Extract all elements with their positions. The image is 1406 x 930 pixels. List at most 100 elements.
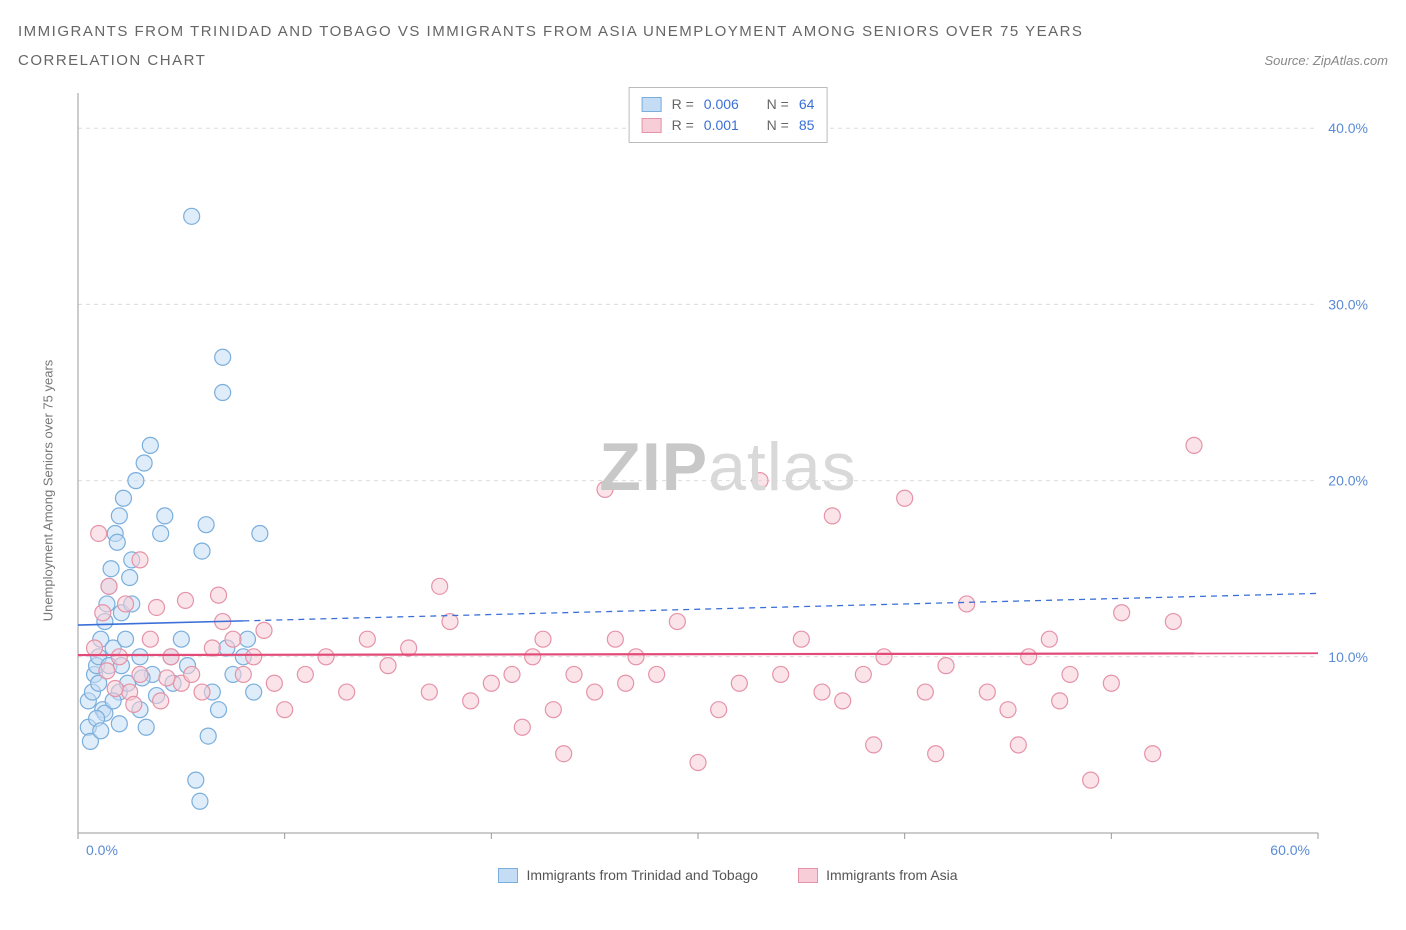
r-value-series-1: 0.001 bbox=[704, 115, 739, 136]
data-point-series-1 bbox=[587, 684, 603, 700]
data-point-series-1 bbox=[380, 658, 396, 674]
data-point-series-1 bbox=[793, 631, 809, 647]
data-point-series-1 bbox=[1010, 737, 1026, 753]
data-point-series-1 bbox=[556, 746, 572, 762]
data-point-series-1 bbox=[235, 666, 251, 682]
data-point-series-0 bbox=[153, 525, 169, 541]
data-point-series-1 bbox=[607, 631, 623, 647]
data-point-series-1 bbox=[277, 702, 293, 718]
data-point-series-1 bbox=[463, 693, 479, 709]
chart-subtitle: CORRELATION CHART bbox=[18, 47, 206, 76]
data-point-series-1 bbox=[618, 675, 634, 691]
data-point-series-1 bbox=[246, 649, 262, 665]
data-point-series-1 bbox=[917, 684, 933, 700]
data-point-series-1 bbox=[194, 684, 210, 700]
r-label: R = bbox=[672, 94, 694, 115]
data-point-series-1 bbox=[814, 684, 830, 700]
data-point-series-1 bbox=[101, 578, 117, 594]
legend-item-series-1: Immigrants from Asia bbox=[798, 867, 957, 883]
y-tick-label: 10.0% bbox=[1328, 649, 1368, 665]
data-point-series-1 bbox=[87, 640, 103, 656]
data-point-series-1 bbox=[525, 649, 541, 665]
data-point-series-0 bbox=[136, 455, 152, 471]
data-point-series-1 bbox=[359, 631, 375, 647]
data-point-series-1 bbox=[938, 658, 954, 674]
y-tick-label: 30.0% bbox=[1328, 296, 1368, 312]
data-point-series-1 bbox=[1165, 614, 1181, 630]
data-point-series-1 bbox=[649, 666, 665, 682]
legend-label-series-0: Immigrants from Trinidad and Tobago bbox=[526, 867, 758, 883]
swatch-series-1 bbox=[642, 118, 662, 133]
data-point-series-1 bbox=[1052, 693, 1068, 709]
data-point-series-1 bbox=[204, 640, 220, 656]
trend-line-ext-series-0 bbox=[243, 593, 1318, 620]
data-point-series-0 bbox=[142, 437, 158, 453]
data-point-series-1 bbox=[628, 649, 644, 665]
data-point-series-0 bbox=[132, 649, 148, 665]
x-tick-label: 0.0% bbox=[86, 842, 118, 858]
legend-label-series-1: Immigrants from Asia bbox=[826, 867, 957, 883]
data-point-series-0 bbox=[115, 490, 131, 506]
chart-container: Unemployment Among Seniors over 75 years… bbox=[68, 83, 1388, 883]
chart-title: IMMIGRANTS FROM TRINIDAD AND TOBAGO VS I… bbox=[18, 18, 1388, 47]
data-point-series-0 bbox=[184, 208, 200, 224]
data-point-series-1 bbox=[1041, 631, 1057, 647]
data-point-series-1 bbox=[690, 755, 706, 771]
data-point-series-0 bbox=[93, 723, 109, 739]
data-point-series-1 bbox=[566, 666, 582, 682]
data-point-series-1 bbox=[163, 649, 179, 665]
data-point-series-1 bbox=[959, 596, 975, 612]
data-point-series-1 bbox=[928, 746, 944, 762]
data-point-series-1 bbox=[211, 587, 227, 603]
data-point-series-1 bbox=[504, 666, 520, 682]
data-point-series-1 bbox=[835, 693, 851, 709]
data-point-series-1 bbox=[824, 508, 840, 524]
data-point-series-0 bbox=[215, 385, 231, 401]
data-point-series-1 bbox=[1186, 437, 1202, 453]
data-point-series-1 bbox=[149, 599, 165, 615]
data-point-series-0 bbox=[211, 702, 227, 718]
data-point-series-0 bbox=[252, 525, 268, 541]
legend-item-series-0: Immigrants from Trinidad and Tobago bbox=[498, 867, 758, 883]
data-point-series-1 bbox=[99, 663, 115, 679]
data-point-series-1 bbox=[855, 666, 871, 682]
data-point-series-1 bbox=[91, 525, 107, 541]
data-point-series-1 bbox=[514, 719, 530, 735]
n-value-series-0: 64 bbox=[799, 94, 815, 115]
r-value-series-0: 0.006 bbox=[704, 94, 739, 115]
bottom-legend: Immigrants from Trinidad and Tobago Immi… bbox=[68, 867, 1388, 883]
data-point-series-1 bbox=[1000, 702, 1016, 718]
data-point-series-1 bbox=[731, 675, 747, 691]
data-point-series-1 bbox=[711, 702, 727, 718]
data-point-series-1 bbox=[1114, 605, 1130, 621]
data-point-series-0 bbox=[198, 517, 214, 533]
data-point-series-1 bbox=[159, 670, 175, 686]
data-point-series-1 bbox=[132, 552, 148, 568]
n-label: N = bbox=[767, 115, 789, 136]
y-tick-label: 20.0% bbox=[1328, 473, 1368, 489]
data-point-series-0 bbox=[122, 570, 138, 586]
data-point-series-1 bbox=[177, 592, 193, 608]
data-point-series-1 bbox=[483, 675, 499, 691]
data-point-series-1 bbox=[339, 684, 355, 700]
data-point-series-1 bbox=[535, 631, 551, 647]
data-point-series-0 bbox=[111, 508, 127, 524]
swatch-series-0 bbox=[642, 97, 662, 112]
stats-row-series-1: R = 0.001 N = 85 bbox=[642, 115, 815, 136]
data-point-series-1 bbox=[752, 473, 768, 489]
data-point-series-1 bbox=[95, 605, 111, 621]
data-point-series-0 bbox=[246, 684, 262, 700]
data-point-series-1 bbox=[1145, 746, 1161, 762]
data-point-series-1 bbox=[256, 622, 272, 638]
source-attribution: Source: ZipAtlas.com bbox=[1264, 53, 1388, 68]
data-point-series-0 bbox=[157, 508, 173, 524]
data-point-series-0 bbox=[173, 631, 189, 647]
data-point-series-1 bbox=[876, 649, 892, 665]
data-point-series-0 bbox=[103, 561, 119, 577]
n-value-series-1: 85 bbox=[799, 115, 815, 136]
data-point-series-1 bbox=[132, 666, 148, 682]
data-point-series-1 bbox=[1021, 649, 1037, 665]
data-point-series-1 bbox=[597, 481, 613, 497]
scatter-chart: 10.0%20.0%30.0%40.0%0.0%60.0% bbox=[68, 83, 1388, 863]
data-point-series-1 bbox=[773, 666, 789, 682]
